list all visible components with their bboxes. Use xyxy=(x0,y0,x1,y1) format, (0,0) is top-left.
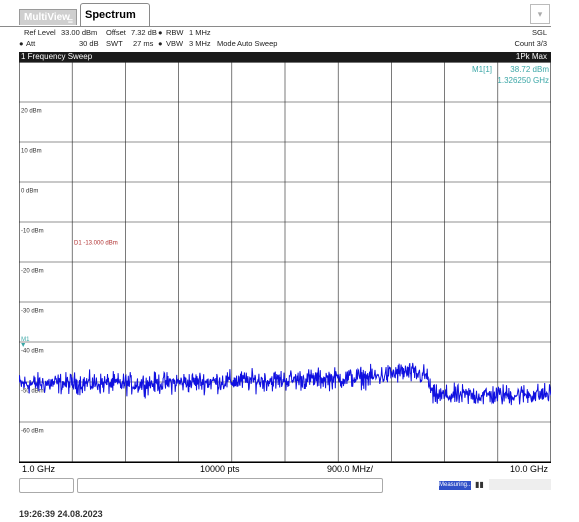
spectrum-chart[interactable]: 20 dBm 10 dBm 0 dBm -10 dBm -20 dBm -30 dBm -4… xyxy=(18,61,552,463)
marker-label: M1 xyxy=(21,337,30,343)
att-bullet-icon: ● xyxy=(19,39,24,48)
y-tick-label-bg xyxy=(20,265,40,274)
att-label: Att xyxy=(26,39,36,48)
y-tick-label: -30 dBm xyxy=(21,309,44,315)
sweep-mode: SGL xyxy=(531,28,547,37)
marker: M1 xyxy=(21,337,30,347)
stop-frequency: 10.0 GHz xyxy=(509,464,548,474)
timestamp-date: 24.08.2023 xyxy=(57,509,103,519)
vbw-label: VBW xyxy=(166,39,184,48)
marker-readout-frequency: 1.326250 GHz xyxy=(497,76,549,85)
y-tick-label-bg xyxy=(20,225,40,234)
sweep-count: Count 3/3 xyxy=(514,39,547,48)
offset-label: Offset xyxy=(106,28,126,37)
ref-level-value[interactable]: 33.00 dBm xyxy=(61,28,98,37)
tab-divider xyxy=(0,26,551,27)
marker-readout-level: 38.72 dBm xyxy=(510,65,549,74)
ref-level-label: Ref Level xyxy=(24,28,56,37)
rbw-bullet-icon: ● xyxy=(158,28,163,37)
tab-multiview[interactable]: MultiView ≡ xyxy=(19,9,77,26)
mode-value[interactable]: Auto Sweep xyxy=(237,39,278,48)
window-menu-button[interactable]: ▾ xyxy=(530,4,550,24)
y-tick-label-bg xyxy=(20,305,40,314)
y-tick-label: 10 dBm xyxy=(21,149,42,155)
marker-symbol xyxy=(21,343,26,347)
measuring-indicator: Measuring... xyxy=(439,481,473,490)
trace xyxy=(18,362,552,406)
y-tick-label-bg xyxy=(20,425,40,434)
plot-footer: 1.0 GHz 10000 pts 900.0 MHz/ 10.0 GHz xyxy=(19,462,551,476)
vbw-value[interactable]: 3 MHz xyxy=(189,39,211,48)
y-tick-label: -50 dBm xyxy=(21,389,44,395)
mode-label: Mode xyxy=(217,39,236,48)
vbw-bullet-icon: ● xyxy=(158,39,163,48)
rbw-label: RBW xyxy=(166,28,184,37)
tab-multiview-label: MultiView xyxy=(24,12,70,23)
rbw-value[interactable]: 1 MHz xyxy=(189,28,211,37)
swt-value[interactable]: 27 ms xyxy=(133,39,154,48)
y-tick-label: 20 dBm xyxy=(21,109,42,115)
progress-icon: ▮▮ xyxy=(475,480,484,489)
y-tick-label: -10 dBm xyxy=(21,229,44,235)
trace-header: 1 Frequency Sweep 1Pk Max xyxy=(19,52,551,62)
status-field-left xyxy=(19,478,74,493)
offset-value[interactable]: 7.32 dB xyxy=(131,28,157,37)
marker-readout-label: M1[1] xyxy=(472,65,492,74)
trace-window-title: 1 Frequency Sweep xyxy=(21,52,93,61)
y-tick-labels: 20 dBm 10 dBm 0 dBm -10 dBm -20 dBm -30 dBm -4… xyxy=(20,105,44,435)
sweep-points: 10000 pts xyxy=(200,464,240,474)
trace-line xyxy=(18,362,552,406)
y-tick-label: -40 dBm xyxy=(21,349,44,355)
swt-label: SWT xyxy=(106,39,123,48)
start-frequency: 1.0 GHz xyxy=(22,464,56,474)
display-line: D1 -13.000 dBm xyxy=(74,241,118,247)
y-tick-label-bg xyxy=(20,105,40,114)
y-tick-label: -20 dBm xyxy=(21,269,44,275)
menu-icon: ▾ xyxy=(537,9,543,19)
att-value[interactable]: 30 dB xyxy=(79,39,99,48)
y-tick-label-bg xyxy=(20,145,40,154)
screenshot-timestamp: 19:26:39 24.08.2023 xyxy=(19,509,103,519)
measurement-settings: Ref Level 33.00 dBm Offset 7.32 dB ● RBW… xyxy=(19,27,551,51)
display-line-label: D1 -13.000 dBm xyxy=(74,241,118,247)
tab-spectrum-label: Spectrum xyxy=(85,9,136,21)
status-bar: Measuring... ▮▮ xyxy=(19,476,551,496)
trace-mode: 1Pk Max xyxy=(515,52,547,61)
y-tick-label: -60 dBm xyxy=(21,429,44,435)
tab-spectrum[interactable]: Spectrum xyxy=(80,3,150,27)
y-tick-label-bg xyxy=(20,345,40,354)
y-tick-label: 0 dBm xyxy=(21,189,38,195)
spectrum-plot[interactable]: 20 dBm 10 dBm 0 dBm -10 dBm -20 dBm -30 dBm -4… xyxy=(18,61,552,463)
status-message-field xyxy=(77,478,383,493)
y-tick-label-bg xyxy=(20,385,40,394)
y-tick-label-bg xyxy=(20,185,40,194)
timestamp-time: 19:26:39 xyxy=(19,509,56,519)
tab-bar: MultiView ≡ Spectrum ▾ xyxy=(0,0,579,27)
status-info-field xyxy=(489,479,551,490)
grip-icon: ≡ xyxy=(67,16,73,26)
span-per-division: 900.0 MHz/ xyxy=(327,464,374,474)
